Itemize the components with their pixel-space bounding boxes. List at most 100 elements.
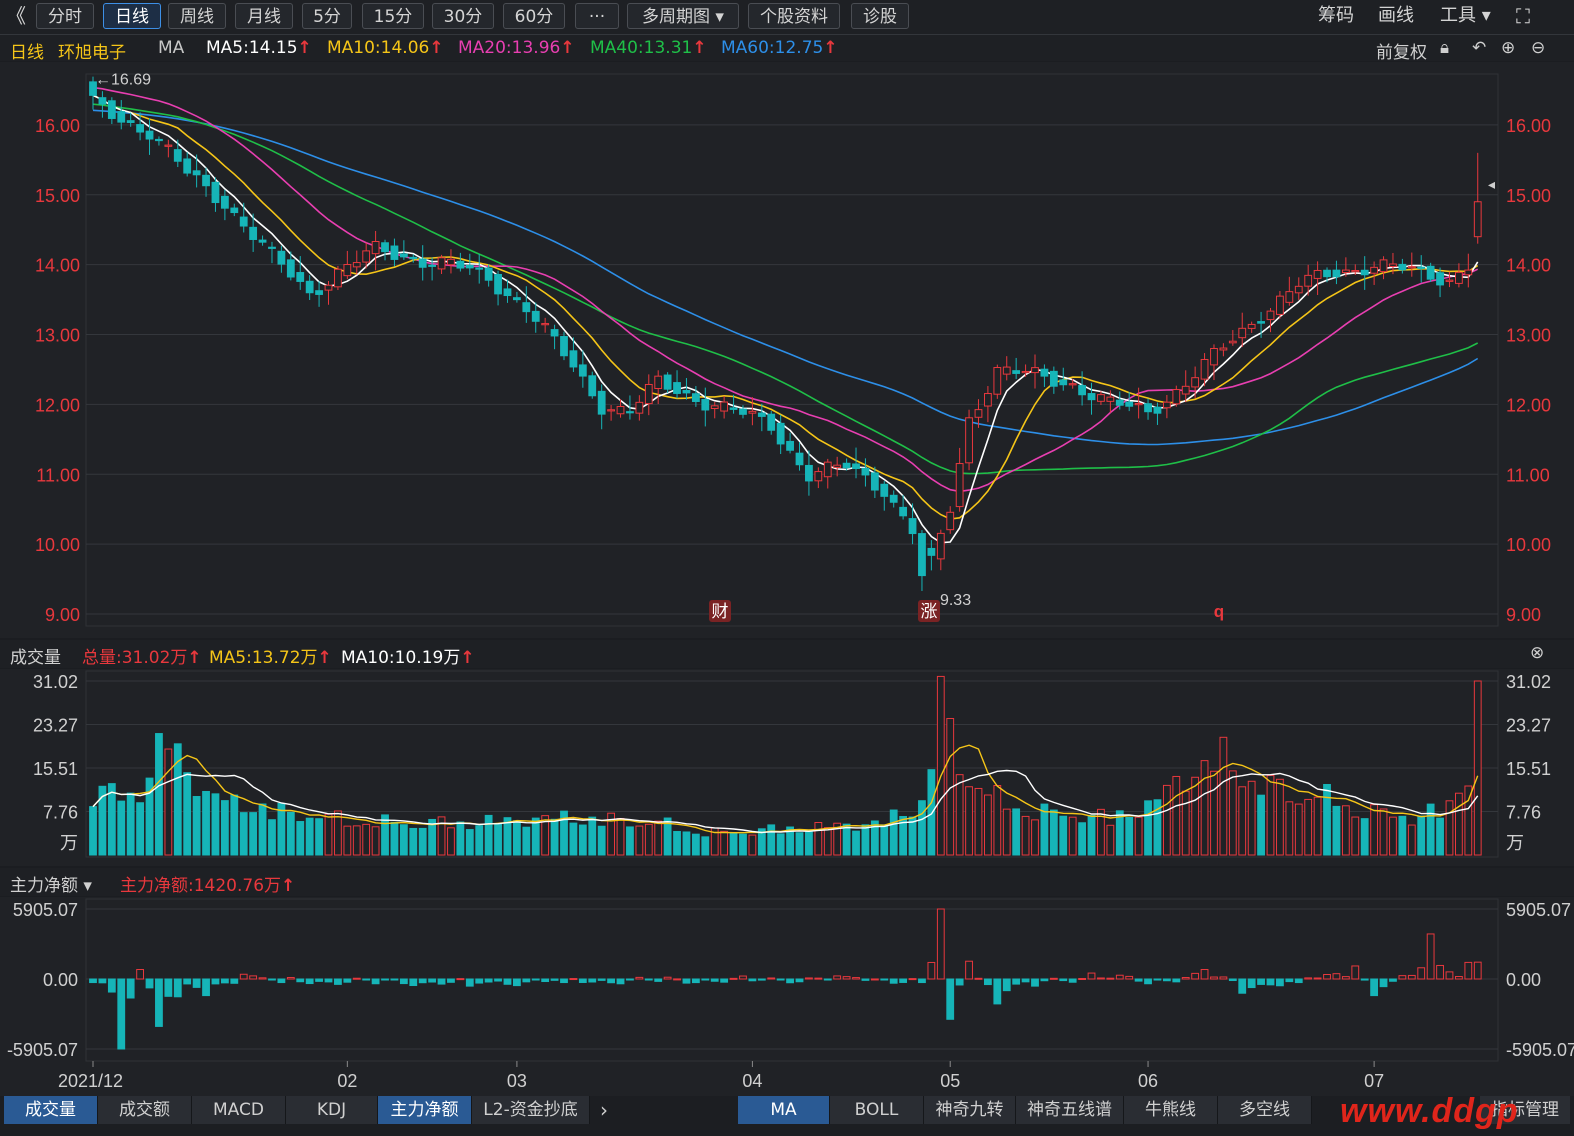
candle-body bbox=[729, 407, 738, 410]
candle-body bbox=[842, 462, 851, 469]
candle-body bbox=[249, 226, 258, 240]
volume-bar bbox=[89, 806, 97, 856]
volume-bar bbox=[249, 812, 258, 856]
lock-icon[interactable]: 🔒︎ bbox=[1440, 38, 1450, 58]
volume-bar bbox=[343, 825, 352, 856]
tab-right-4[interactable]: 牛熊线 bbox=[1124, 1096, 1218, 1124]
volume-bar bbox=[1266, 774, 1275, 856]
volume-bar bbox=[1370, 804, 1379, 856]
fullscreen-icon[interactable]: ⛶ bbox=[1516, 4, 1530, 28]
candle-body bbox=[1247, 323, 1256, 329]
chip-button[interactable]: 筹码 bbox=[1318, 5, 1354, 26]
period-button-1[interactable]: 日线 bbox=[103, 3, 161, 29]
volume-bar bbox=[955, 774, 964, 856]
volume-bar bbox=[211, 793, 220, 856]
tab-right-5[interactable]: 多空线 bbox=[1218, 1096, 1312, 1124]
stock-name: 环旭电子 bbox=[58, 43, 126, 63]
candle-body bbox=[541, 323, 550, 326]
candle-body bbox=[710, 405, 719, 410]
moneyflow-bar bbox=[409, 978, 418, 987]
tab-left-3[interactable]: KDJ bbox=[286, 1096, 378, 1124]
volume-bar bbox=[1332, 805, 1341, 856]
tab-left-0[interactable]: 成交量 bbox=[4, 1096, 98, 1124]
candle-body bbox=[880, 483, 889, 497]
moneyflow-bar bbox=[522, 978, 531, 983]
volume-bar bbox=[682, 831, 691, 856]
candle-body bbox=[343, 264, 352, 277]
candle-body bbox=[833, 464, 842, 468]
volume-bar bbox=[1031, 819, 1039, 856]
draw-line-button[interactable]: 画线 bbox=[1378, 5, 1414, 26]
period-button-8[interactable]: ··· bbox=[575, 3, 619, 29]
period-button-3[interactable]: 月线 bbox=[235, 3, 293, 29]
moneyflow-bar bbox=[663, 976, 672, 980]
price-tick-left: 10.00 bbox=[35, 535, 80, 555]
tab-right-2[interactable]: 神奇九转 bbox=[924, 1096, 1016, 1124]
period-button-6[interactable]: 30分 bbox=[432, 3, 494, 29]
candle-body bbox=[682, 389, 691, 394]
period-button-0[interactable]: 分时 bbox=[36, 3, 94, 29]
close-volume-icon[interactable]: ⊗ bbox=[1530, 643, 1545, 663]
ma40-value: MA40:13.31↑ bbox=[590, 38, 707, 58]
tab-right-1[interactable]: BOLL bbox=[830, 1096, 924, 1124]
moneyflow-bar bbox=[1049, 977, 1058, 980]
moneyflow-bar bbox=[541, 978, 550, 983]
candle-body bbox=[927, 547, 936, 556]
candle-body bbox=[663, 374, 672, 390]
moneyflow-tick-right: 5905.07 bbox=[1506, 900, 1571, 920]
period-button-11[interactable]: 诊股 bbox=[851, 3, 909, 29]
candle-body bbox=[381, 242, 389, 253]
volume-bar bbox=[993, 784, 1002, 856]
candle-body bbox=[183, 158, 192, 174]
moneyflow-bar bbox=[1078, 978, 1086, 981]
tools-menu-button[interactable]: 工具 ▾ bbox=[1440, 5, 1491, 26]
moneyflow-bar bbox=[1257, 978, 1265, 985]
candle-body bbox=[1294, 285, 1303, 294]
tab-right-0[interactable]: MA bbox=[738, 1096, 830, 1124]
volume-unit-left: 万 bbox=[60, 833, 78, 853]
indicator-name[interactable]: MA bbox=[158, 38, 185, 58]
moneyflow-bar bbox=[1436, 964, 1444, 980]
tab-right-3[interactable]: 神奇五线谱 bbox=[1016, 1096, 1124, 1124]
volume-bar bbox=[305, 817, 314, 856]
undo-icon[interactable]: ↶ bbox=[1472, 38, 1487, 58]
period-button-7[interactable]: 60分 bbox=[503, 3, 565, 29]
adjust-mode[interactable]: 前复权 bbox=[1376, 43, 1427, 63]
tabs-next-icon[interactable]: › bbox=[600, 1098, 608, 1122]
candle-body bbox=[1021, 370, 1030, 374]
moneyflow-indicator-select[interactable]: 主力净额 ▾ bbox=[10, 876, 92, 896]
candle-body bbox=[673, 382, 681, 394]
period-button-4[interactable]: 5分 bbox=[302, 3, 352, 29]
zoom-in-icon[interactable]: ⊕ bbox=[1501, 38, 1516, 58]
indicator-manage-button[interactable]: 指标管理 bbox=[1480, 1096, 1570, 1124]
moneyflow-bar bbox=[447, 978, 455, 983]
volume-bar bbox=[1125, 816, 1134, 856]
volume-bar bbox=[494, 823, 502, 856]
volume-tick-right: 31.02 bbox=[1506, 672, 1551, 692]
tab-left-4[interactable]: 主力净额 bbox=[378, 1096, 472, 1124]
collapse-icon[interactable]: 《 bbox=[6, 4, 26, 28]
event-badge-bg bbox=[918, 600, 940, 622]
tab-left-2[interactable]: MACD bbox=[192, 1096, 286, 1124]
period-button-9[interactable]: 多周期图 ▾ bbox=[627, 3, 739, 29]
period-button-5[interactable]: 15分 bbox=[362, 3, 424, 29]
volume-bar bbox=[899, 816, 908, 856]
period-button-2[interactable]: 周线 bbox=[168, 3, 226, 29]
volume-bar bbox=[1238, 786, 1247, 856]
period-button-10[interactable]: 个股资料 bbox=[748, 3, 840, 29]
zoom-out-icon[interactable]: ⊖ bbox=[1531, 38, 1546, 58]
candle-body bbox=[701, 399, 710, 411]
volume-bar bbox=[673, 831, 681, 856]
price-tick-right: 16.00 bbox=[1506, 116, 1551, 136]
price-chart[interactable]: 16.00 16.00 15.00 15.00 14.00 14.00 13.00 13.00… bbox=[0, 62, 1574, 638]
moneyflow-chart[interactable]: 5905.07 5905.07 0.00 0.00 -5905.07 -5905.07 20… bbox=[0, 897, 1574, 1096]
candle-body bbox=[569, 350, 578, 368]
candle-body bbox=[739, 408, 747, 415]
volume-chart[interactable]: 31.02 31.02 23.27 23.27 15.51 15.51 7.76 7.76 万 万 bbox=[0, 669, 1574, 866]
tab-left-1[interactable]: 成交额 bbox=[98, 1096, 192, 1124]
candle-body bbox=[268, 246, 276, 249]
candle-body bbox=[371, 241, 380, 255]
x-axis-label: 2021/12 bbox=[58, 1071, 123, 1091]
tab-left-5[interactable]: L2-资金抄底 bbox=[472, 1096, 590, 1124]
candle-body bbox=[437, 257, 446, 270]
